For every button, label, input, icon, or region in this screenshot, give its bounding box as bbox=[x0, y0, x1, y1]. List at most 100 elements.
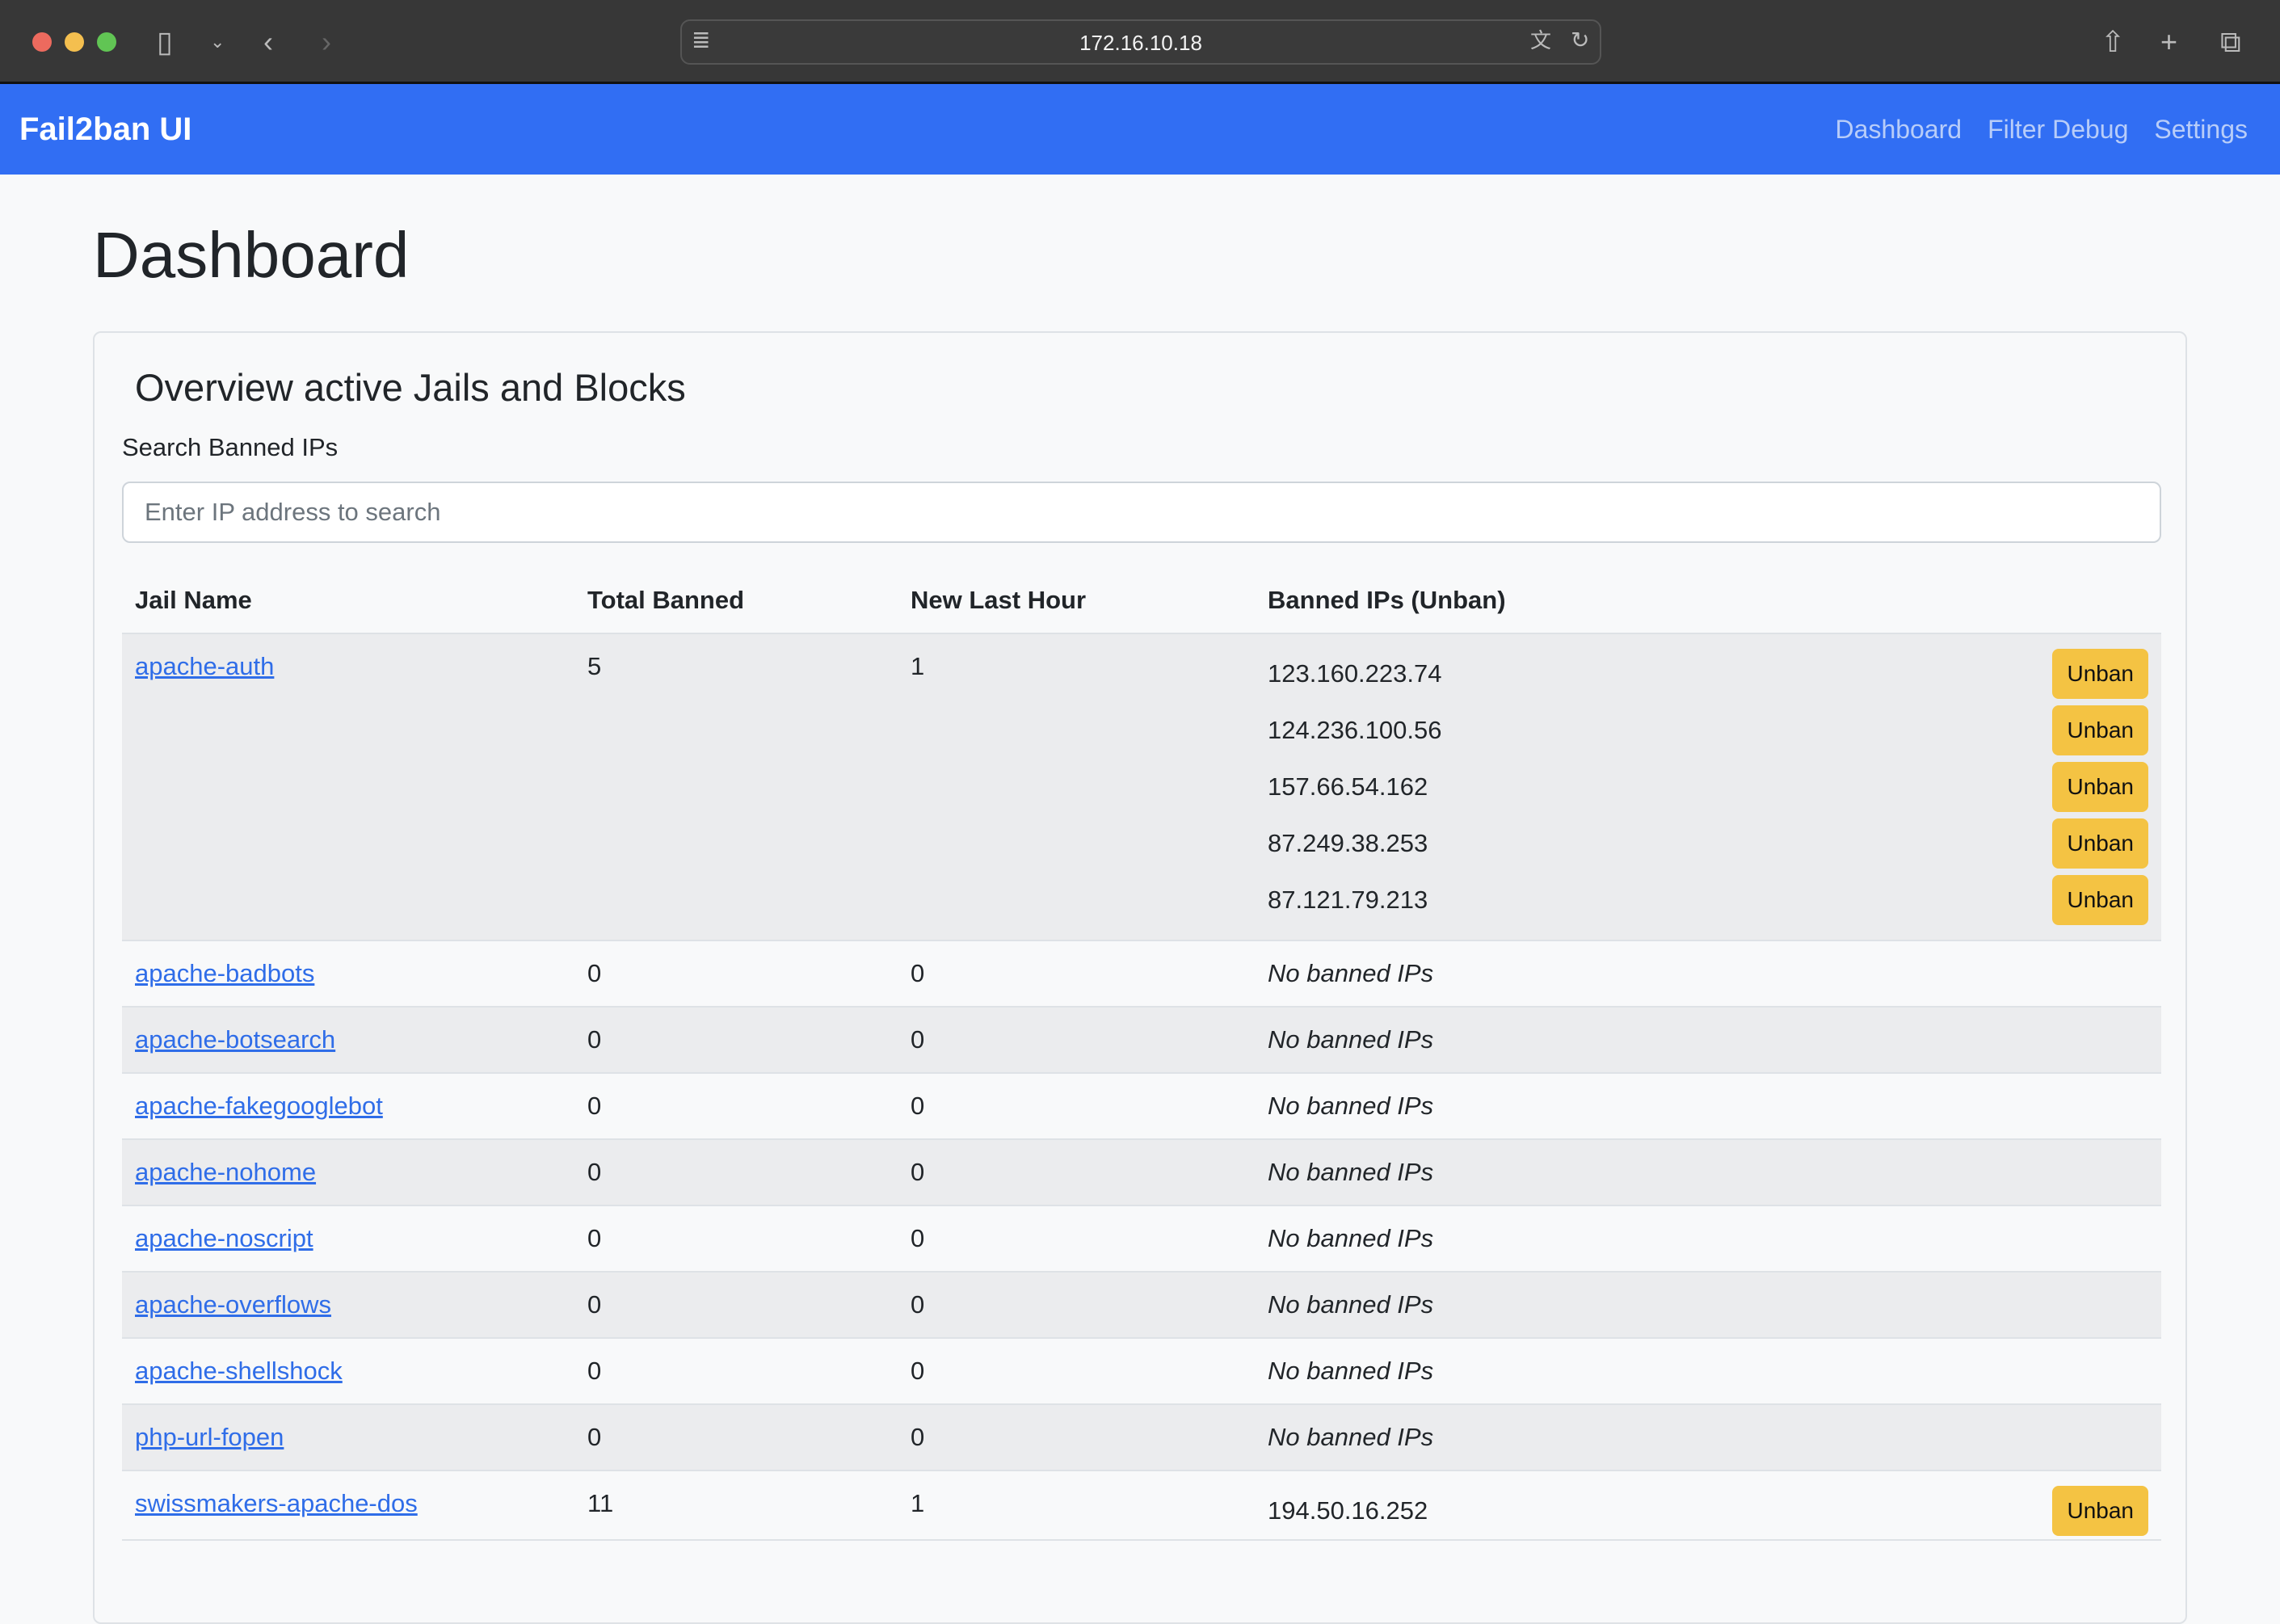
table-row: apache-nohome 0 0 No banned IPs bbox=[122, 1139, 2161, 1206]
jail-link[interactable]: apache-fakegooglebot bbox=[135, 1092, 383, 1120]
sidebar-toggle-icon[interactable]: ▯ bbox=[157, 25, 173, 58]
table-row: apache-botsearch 0 0 No banned IPs bbox=[122, 1007, 2161, 1074]
table-row: apache-badbots 0 0 No banned IPs bbox=[122, 940, 2161, 1008]
minimize-window-button[interactable] bbox=[65, 32, 84, 52]
no-banned-ips: No banned IPs bbox=[1268, 1357, 1434, 1385]
banned-ips-cell: No banned IPs bbox=[1255, 1338, 2161, 1405]
search-input[interactable] bbox=[122, 482, 2161, 543]
jail-link[interactable]: apache-noscript bbox=[135, 1224, 313, 1252]
close-window-button[interactable] bbox=[32, 32, 52, 52]
back-icon[interactable]: ‹ bbox=[263, 25, 273, 58]
total-banned: 0 bbox=[574, 1338, 898, 1405]
table-row: apache-shellshock 0 0 No banned IPs bbox=[122, 1338, 2161, 1405]
new-last-hour: 0 bbox=[898, 1272, 1255, 1339]
header-total-banned: Total Banned bbox=[574, 567, 898, 634]
banned-ip-entry: 157.66.54.162 Unban bbox=[1268, 759, 2148, 815]
url-text: 172.16.10.18 bbox=[1079, 31, 1202, 55]
unban-button[interactable]: Unban bbox=[2052, 818, 2148, 869]
forward-icon[interactable]: › bbox=[322, 25, 331, 58]
header-banned-ips: Banned IPs (Unban) bbox=[1255, 567, 2161, 634]
banned-ip-entry: 123.160.223.74 Unban bbox=[1268, 646, 2148, 702]
jail-link[interactable]: apache-overflows bbox=[135, 1290, 331, 1319]
unban-button[interactable]: Unban bbox=[2052, 875, 2148, 925]
banned-ip: 157.66.54.162 bbox=[1268, 772, 1428, 801]
brand[interactable]: Fail2ban UI bbox=[19, 111, 192, 147]
nav-filter-debug[interactable]: Filter Debug bbox=[1988, 115, 2129, 144]
total-banned: 0 bbox=[574, 940, 898, 1008]
jail-link[interactable]: php-url-fopen bbox=[135, 1423, 284, 1451]
table-row: swissmakers-apache-dos 11 1 194.50.16.25… bbox=[122, 1470, 2161, 1541]
nav-settings[interactable]: Settings bbox=[2154, 115, 2248, 144]
tabs-overview-icon[interactable]: ⧉ bbox=[2220, 25, 2241, 58]
table-row: apache-auth 5 1 123.160.223.74 Unban 124.2… bbox=[122, 633, 2161, 941]
address-bar[interactable]: ≣ 172.16.10.18 文 ↻ bbox=[680, 19, 1601, 65]
total-banned: 0 bbox=[574, 1007, 898, 1074]
banned-ips-cell: No banned IPs bbox=[1255, 1139, 2161, 1206]
new-last-hour: 0 bbox=[898, 1073, 1255, 1140]
new-last-hour: 0 bbox=[898, 1338, 1255, 1405]
page-menu-icon[interactable]: ≣ bbox=[692, 27, 711, 53]
no-banned-ips: No banned IPs bbox=[1268, 1158, 1434, 1186]
header-new-last-hour: New Last Hour bbox=[898, 567, 1255, 634]
translate-icon[interactable]: 文 bbox=[1530, 28, 1552, 53]
share-icon[interactable]: ⇧ bbox=[2101, 25, 2126, 58]
banned-ip-entry: 124.236.100.56 Unban bbox=[1268, 702, 2148, 759]
new-last-hour: 1 bbox=[898, 633, 1255, 941]
banned-ip-entry: 87.121.79.213 Unban bbox=[1268, 872, 2148, 928]
banned-ips-cell: No banned IPs bbox=[1255, 940, 2161, 1008]
page-title: Dashboard bbox=[93, 219, 410, 291]
unban-button[interactable]: Unban bbox=[2052, 649, 2148, 699]
banned-ips-cell: No banned IPs bbox=[1255, 1205, 2161, 1273]
jails-card: Overview active Jails and Blocks Search … bbox=[93, 331, 2187, 1624]
banned-ip: 124.236.100.56 bbox=[1268, 716, 1442, 744]
chevron-down-icon[interactable]: ⌄ bbox=[210, 32, 225, 52]
banned-ip: 123.160.223.74 bbox=[1268, 659, 1442, 688]
table-row: php-url-fopen 0 0 No banned IPs bbox=[122, 1404, 2161, 1471]
total-banned: 5 bbox=[574, 633, 898, 941]
banned-ips-cell: No banned IPs bbox=[1255, 1073, 2161, 1140]
jail-link[interactable]: apache-badbots bbox=[135, 959, 315, 987]
total-banned: 0 bbox=[574, 1139, 898, 1206]
banned-ips-cell: No banned IPs bbox=[1255, 1272, 2161, 1339]
navbar: Fail2ban UI Dashboard Filter Debug Setti… bbox=[0, 84, 2280, 175]
new-last-hour: 0 bbox=[898, 1205, 1255, 1273]
banned-ips-cell: 194.50.16.252 Unban bbox=[1255, 1470, 2161, 1541]
total-banned: 0 bbox=[574, 1404, 898, 1471]
banned-ip: 87.121.79.213 bbox=[1268, 886, 1428, 914]
jail-link[interactable]: apache-botsearch bbox=[135, 1025, 336, 1054]
card-title: Overview active Jails and Blocks bbox=[135, 366, 686, 409]
banned-ips-cell: 123.160.223.74 Unban 124.236.100.56 Unban 15… bbox=[1255, 633, 2161, 941]
new-last-hour: 1 bbox=[898, 1470, 1255, 1541]
no-banned-ips: No banned IPs bbox=[1268, 1290, 1434, 1319]
banned-ip-entry: 87.249.38.253 Unban bbox=[1268, 815, 2148, 872]
total-banned: 11 bbox=[574, 1470, 898, 1541]
search-label: Search Banned IPs bbox=[122, 433, 339, 461]
no-banned-ips: No banned IPs bbox=[1268, 1025, 1434, 1054]
new-last-hour: 0 bbox=[898, 1007, 1255, 1074]
banned-ips-cell: No banned IPs bbox=[1255, 1007, 2161, 1074]
jail-link[interactable]: apache-shellshock bbox=[135, 1357, 343, 1385]
total-banned: 0 bbox=[574, 1272, 898, 1339]
new-tab-icon[interactable]: + bbox=[2160, 25, 2178, 58]
table-row: apache-noscript 0 0 No banned IPs bbox=[122, 1205, 2161, 1273]
no-banned-ips: No banned IPs bbox=[1268, 959, 1434, 987]
new-last-hour: 0 bbox=[898, 940, 1255, 1008]
banned-ip: 87.249.38.253 bbox=[1268, 829, 1428, 857]
jail-link[interactable]: apache-nohome bbox=[135, 1158, 317, 1186]
nav-dashboard[interactable]: Dashboard bbox=[1835, 115, 1962, 144]
banned-ip-entry: 194.50.16.252 Unban bbox=[1268, 1483, 2148, 1539]
reload-icon[interactable]: ↻ bbox=[1571, 27, 1590, 53]
jail-link[interactable]: swissmakers-apache-dos bbox=[135, 1489, 418, 1517]
header-jail-name: Jail Name bbox=[122, 567, 574, 634]
unban-button[interactable]: Unban bbox=[2052, 1486, 2148, 1536]
unban-button[interactable]: Unban bbox=[2052, 705, 2148, 755]
maximize-window-button[interactable] bbox=[97, 32, 116, 52]
no-banned-ips: No banned IPs bbox=[1268, 1423, 1434, 1451]
total-banned: 0 bbox=[574, 1205, 898, 1273]
banned-ip: 194.50.16.252 bbox=[1268, 1496, 1428, 1525]
table-row: apache-fakegooglebot 0 0 No banned IPs bbox=[122, 1073, 2161, 1140]
jail-link[interactable]: apache-auth bbox=[135, 652, 275, 680]
new-last-hour: 0 bbox=[898, 1139, 1255, 1206]
unban-button[interactable]: Unban bbox=[2052, 762, 2148, 812]
browser-titlebar: ▯ ⌄ ‹ › ≣ 172.16.10.18 文 ↻ ⇧ + ⧉ bbox=[0, 0, 2280, 84]
